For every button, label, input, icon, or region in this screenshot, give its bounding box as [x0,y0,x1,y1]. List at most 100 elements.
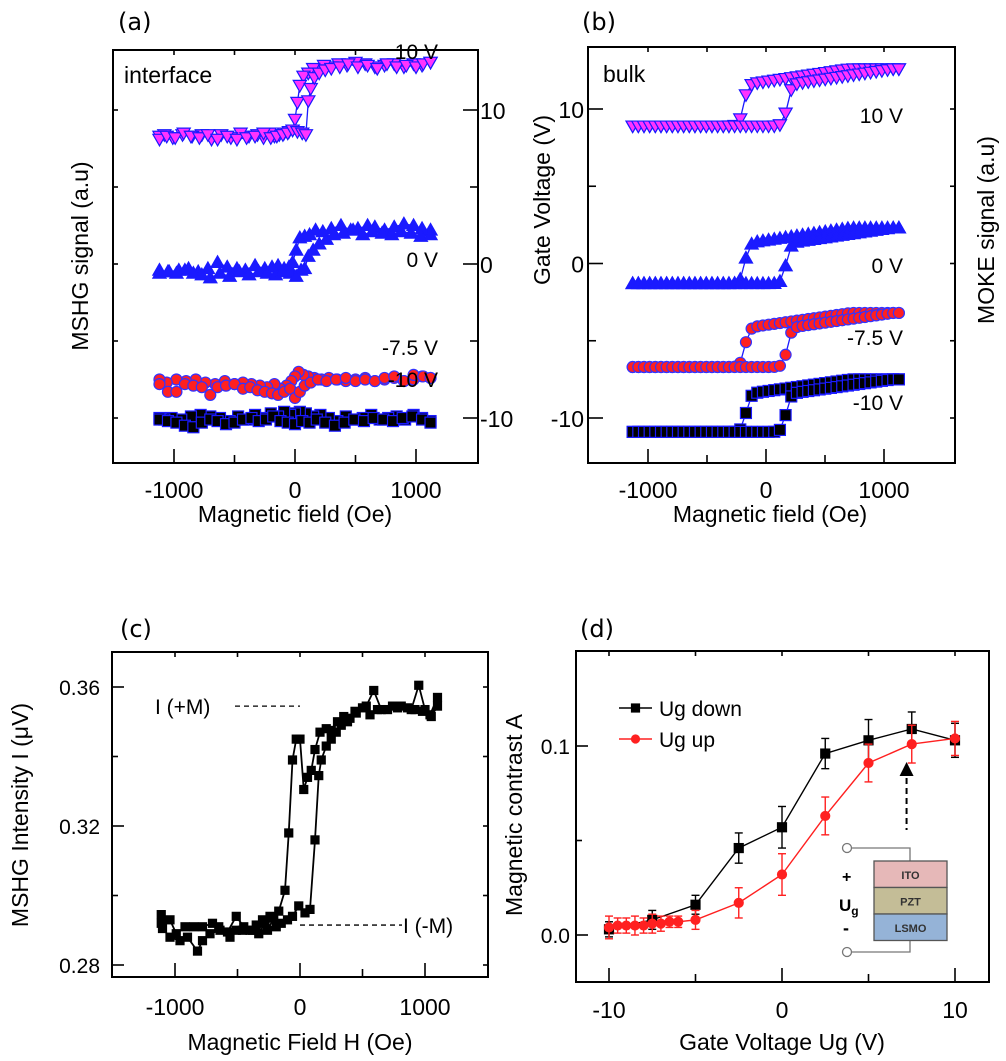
data-point [321,741,331,751]
data-point [197,936,208,946]
data-point [302,772,313,782]
panel-d-xlabel: Gate Voltage Ug (V) [679,1029,885,1055]
data-point [342,717,353,727]
data-point [287,755,298,765]
terminal-plus-icon [841,842,853,854]
data-point [612,920,623,931]
data-point [345,222,361,236]
y-tick-label: 0 [571,252,584,278]
data-point [621,920,632,931]
data-point [292,79,308,94]
data-point [777,257,794,272]
minus-sign: - [843,918,849,938]
data-point [364,223,381,238]
panel-b-annotation: bulk [603,61,646,87]
data-point [205,929,215,939]
data-point [295,70,312,84]
x-tick-label: 1000 [399,994,450,1020]
data-point [388,370,401,383]
data-point [185,265,201,279]
data-point [733,842,744,854]
panel-c-label: (c) [120,615,152,643]
data-point [300,95,316,109]
data-point [165,915,175,925]
data-point [892,306,905,320]
panel-d-label: (d) [580,615,614,643]
data-point [350,61,366,75]
data-point [292,230,308,244]
data-point [690,899,701,910]
data-point [222,927,233,937]
data-point [389,61,405,75]
layer-lsmo [873,913,948,942]
data-point [891,63,907,77]
series-label: -10 V [853,392,903,415]
x-tick-label: 1000 [858,477,909,503]
data-point [820,810,831,822]
wire-top [852,847,911,861]
data-point [303,82,319,97]
wire-bottom [852,940,911,953]
data-point [664,916,675,927]
data-point [331,727,341,737]
series-line [160,681,439,953]
data-point [647,918,658,929]
data-point [189,922,199,932]
series--7-5-V [626,306,905,374]
data-point [316,755,326,765]
data-point [212,265,228,279]
data-point [432,692,443,703]
data-point [739,406,753,420]
series-label: 10 V [860,105,903,128]
series-label: -10 V [388,369,438,392]
data-point [287,113,303,128]
panel-b-frame [587,46,956,464]
panel-c: Magnetic Field H (Oe) MSHG Intensity I (… [7,651,489,1055]
data-point [779,408,792,422]
gate-voltage-axis-label: Gate Voltage (V) [529,115,555,285]
data-point [638,920,649,931]
y2-tick-label: 10 [480,98,506,124]
data-point [177,262,193,276]
data-point [424,371,437,385]
data-point [171,929,181,939]
series-label: 0 V [406,249,438,272]
data-point [209,133,226,148]
voltage-label-main: U [839,896,851,915]
y-tick-label: 0.36 [59,677,100,700]
data-point [323,62,339,77]
data-point [655,918,667,929]
data-point [776,869,788,880]
legend-marker [630,734,641,744]
data-point [603,922,615,933]
series-label: 10 V [395,41,438,64]
data-point [408,61,424,75]
data-point [288,242,304,256]
data-point [425,710,435,720]
data-point [182,932,193,942]
panel-c-ylabel: MSHG Intensity I (μV) [7,703,33,927]
series-10-V [151,56,439,148]
data-point [738,89,754,103]
annotation-plus-m: I (+M) [155,696,210,719]
data-point [739,336,753,349]
data-point [191,132,208,146]
panel-b-label: (b) [582,8,616,36]
series-label: -7.5 V [847,327,903,350]
panel-d-ylabel: Magnetic contrast A [501,713,527,916]
data-point [197,922,208,932]
y-tick-label: 0.1 [541,736,570,759]
x-tick-label: -1000 [146,994,205,1020]
data-point [231,263,247,278]
data-point [783,84,799,98]
x-tick-label: -10 [592,997,625,1023]
data-point [414,680,424,690]
series-10-V [625,63,907,134]
data-point [422,56,439,71]
series-label: 0 V [871,255,903,278]
data-point [314,771,324,781]
series--10-V [626,373,905,439]
data-point [298,129,314,143]
y-tick-label: 10 [558,97,584,123]
